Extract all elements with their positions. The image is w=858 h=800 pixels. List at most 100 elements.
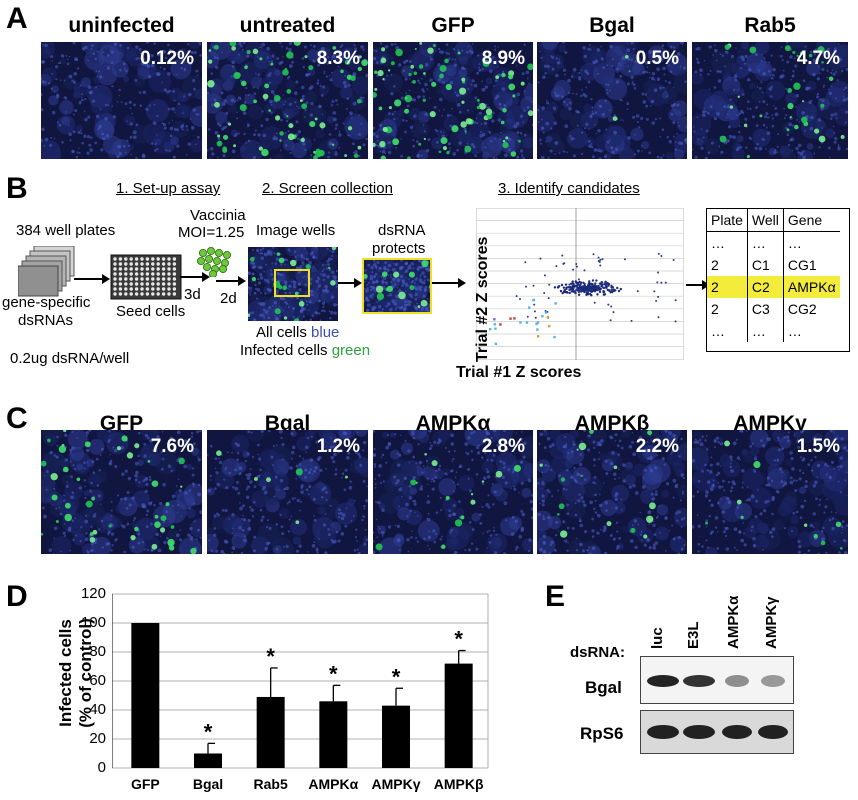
a-infection-pct-2: 8.9% [481,48,525,69]
chart-significance-star-5: * [454,627,463,652]
infected-cells-caption: Infected cells green [240,342,370,359]
chart-error-bar-2 [270,667,278,697]
a-tile-title-4: Rab5 [744,14,796,37]
virus-cluster-icon [197,247,231,277]
c-tile-title-1: Bgal [264,412,311,435]
chart-category-label-0: GFP [130,776,160,792]
blue-word: blue [311,324,340,341]
a-tile-title-3: Bgal [589,14,635,37]
table-cell: 2 [711,257,719,273]
plate-stack-icon [18,246,75,297]
blot-bgal-band-0 [647,675,679,687]
blot-row-rps6-label: RpS6 [580,724,624,743]
chart-error-bar-1 [207,742,215,754]
blot-rps6 [640,710,794,754]
z-score-scatter [476,208,684,360]
chart-category-label-2: Rab5 [253,776,288,792]
table-cell: … [711,323,725,339]
a-micrograph-3: 0.5% [537,42,687,159]
a-micrograph-1: 8.3% [207,42,368,159]
a-micrograph-2: 8.9% [373,42,533,159]
table-cell: AMPKα [782,276,840,298]
panel-b-label: B [6,172,28,205]
blot-row-bgal-label: Bgal [585,678,622,697]
chart-y-label-line1: Infected cells [56,619,75,727]
c-infection-pct-4: 1.5% [796,436,840,457]
table-cell: … [711,235,725,251]
infected-cells-text: Infected cells [240,342,332,359]
panel-d-label: D [6,580,28,613]
chart-category-label-3: AMPKα [308,776,359,792]
dose-label: 0.2ug dsRNA/well [10,350,130,367]
c-micrograph-0: 7.6% [41,430,202,554]
a-infection-pct-3: 0.5% [635,48,679,69]
table-cell: … [782,320,840,342]
step-2-title: 2. Screen collection [262,180,393,197]
chart-bar-4 [382,705,410,768]
panel-c-label: C [6,402,28,435]
arrow-2-icon [180,272,210,282]
protected-well-thumb [362,258,432,314]
blot-bgal-band-2 [725,675,749,687]
table-cell: C1 [746,254,784,276]
plates-label: 384 well plates [16,222,116,239]
all-cells-caption: All cells blue [256,324,339,341]
chart-bar-5 [444,663,473,768]
table-cell: C3 [746,298,784,320]
arrow-1-icon [74,274,110,284]
table-cell: CG1 [782,254,840,276]
table-row: 2 C1 CG1 [707,254,840,276]
infected-cells-bar-chart: * * * * * [112,593,489,769]
a-micrograph-0: 0.12% [41,42,202,159]
dsrna-lane-label: dsRNA: [570,644,625,661]
protects-label: protects [372,240,426,257]
blot-rps6-band-1 [683,725,715,739]
chart-significance-star-3: * [329,661,338,686]
chart-bar-3 [319,701,348,768]
chart-y-tick-label: 60 [89,672,106,689]
a-infection-pct-1: 8.3% [316,48,360,69]
blot-lane-label-1: E3L [685,621,702,649]
c-tile-title-4: AMPKγ [733,412,807,435]
table-cell: … [782,231,840,254]
image-wells-label: Image wells [256,222,336,239]
dsrnas-label: dsRNAs [18,312,74,329]
table-header-0: Plate [707,209,748,232]
arrow-4-icon [338,278,362,288]
chart-y-tick-label: 120 [80,585,106,602]
c-infection-pct-2: 2.8% [481,436,525,457]
2d-label: 2d [220,290,237,307]
c-infection-pct-1: 1.2% [316,436,360,457]
a-infection-pct-0: 0.12% [140,48,194,69]
a-tile-title-0: uninfected [68,14,175,37]
a-infection-pct-4: 4.7% [796,48,840,69]
chart-significance-star-4: * [392,664,401,689]
c-infection-pct-0: 7.6% [150,436,194,457]
blot-lane-label-3: AMPKγ [763,596,780,649]
chart-bar-0 [131,623,160,768]
seed-cells-label: Seed cells [116,303,186,320]
candidate-table-box: Plate Well Gene……… 2 C1 CG1 2 C2 AMPKα 2 C3 CG2……… [706,208,850,352]
chart-category-label-4: AMPKγ [371,776,421,792]
chart-category-label-1: Bgal [192,776,224,792]
table-row: ……… [707,231,840,254]
blot-rps6-band-3 [758,725,788,739]
image-wells-thumb [248,247,338,321]
all-cells-text: All cells [256,324,312,341]
selection-box [274,269,310,297]
chart-y-tick-label: 0 [97,759,106,776]
chart-error-bar-5 [458,649,466,664]
candidate-table: Plate Well Gene……… 2 C1 CG1 2 C2 AMPKα 2 C3 CG2……… [707,209,840,342]
arrow-5-icon [432,278,466,288]
table-row: 2 C2 AMPKα [707,276,840,298]
chart-bar-1 [194,753,222,768]
blot-bgal [640,656,794,704]
blot-lane-label-2: AMPKα [725,595,742,649]
chart-error-bar-3 [332,684,341,702]
c-micrograph-3: 2.2% [537,430,687,554]
step-3-title: 3. Identify candidates [498,180,640,197]
step-1-title: 1. Set-up assay [116,180,221,197]
a-micrograph-4: 4.7% [692,42,848,159]
table-cell: 2 [711,279,719,295]
chart-significance-star-1: * [204,719,213,744]
